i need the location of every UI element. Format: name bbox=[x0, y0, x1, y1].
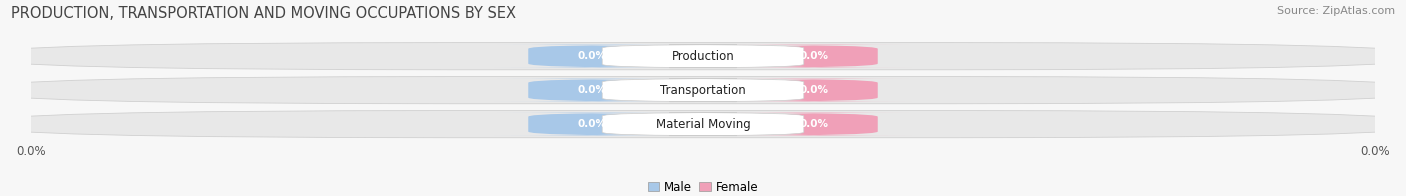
Text: Material Moving: Material Moving bbox=[655, 118, 751, 131]
FancyBboxPatch shape bbox=[0, 111, 1406, 138]
Text: Transportation: Transportation bbox=[661, 84, 745, 97]
FancyBboxPatch shape bbox=[602, 113, 804, 136]
FancyBboxPatch shape bbox=[495, 45, 689, 68]
Legend: Male, Female: Male, Female bbox=[643, 176, 763, 196]
FancyBboxPatch shape bbox=[602, 79, 804, 102]
Text: 0.0%: 0.0% bbox=[578, 51, 606, 61]
Text: 0.0%: 0.0% bbox=[578, 119, 606, 129]
FancyBboxPatch shape bbox=[0, 77, 1406, 104]
Text: PRODUCTION, TRANSPORTATION AND MOVING OCCUPATIONS BY SEX: PRODUCTION, TRANSPORTATION AND MOVING OC… bbox=[11, 6, 516, 21]
FancyBboxPatch shape bbox=[717, 113, 911, 136]
FancyBboxPatch shape bbox=[717, 45, 911, 68]
FancyBboxPatch shape bbox=[602, 45, 804, 68]
Text: 0.0%: 0.0% bbox=[800, 85, 828, 95]
FancyBboxPatch shape bbox=[495, 113, 689, 136]
FancyBboxPatch shape bbox=[717, 79, 911, 102]
FancyBboxPatch shape bbox=[0, 43, 1406, 70]
Text: 0.0%: 0.0% bbox=[800, 51, 828, 61]
Text: Source: ZipAtlas.com: Source: ZipAtlas.com bbox=[1277, 6, 1395, 16]
Text: 0.0%: 0.0% bbox=[578, 85, 606, 95]
FancyBboxPatch shape bbox=[495, 79, 689, 102]
Text: Production: Production bbox=[672, 50, 734, 63]
Text: 0.0%: 0.0% bbox=[800, 119, 828, 129]
